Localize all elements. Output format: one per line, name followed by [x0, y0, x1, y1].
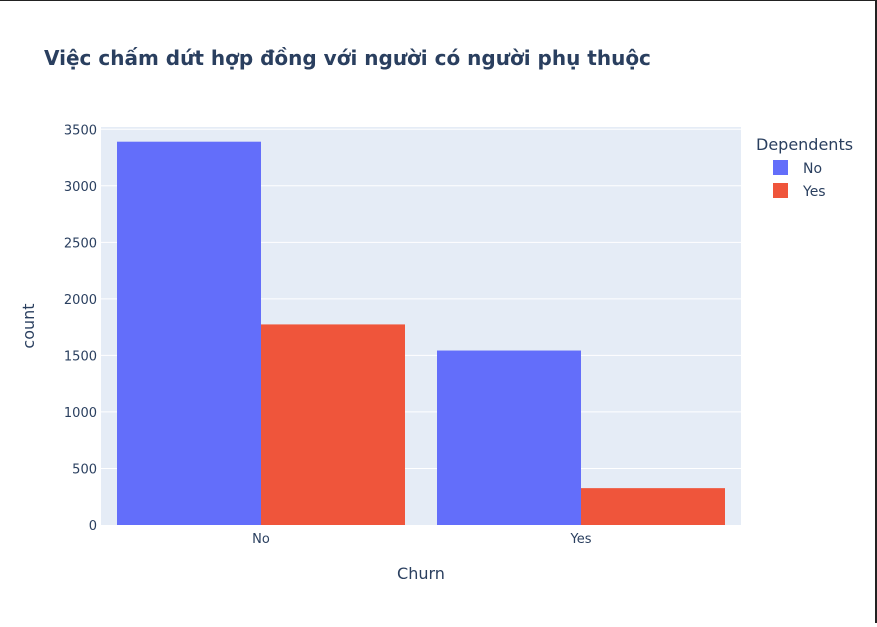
y-tick-label: 1500 [64, 349, 97, 364]
legend-item-label[interactable]: No [803, 161, 822, 177]
y-axis-label: count [19, 303, 38, 348]
legend-swatch[interactable] [773, 160, 788, 175]
bars [117, 141, 725, 526]
bar-yes-no[interactable] [437, 350, 581, 525]
legend-item-label[interactable]: Yes [802, 184, 826, 200]
legend-title: Dependents [756, 135, 853, 154]
y-tick-label: 2000 [64, 293, 97, 308]
legend-items: No Yes [773, 160, 826, 200]
y-tick-label: 3500 [64, 123, 97, 138]
bar-no-yes[interactable] [261, 324, 405, 525]
y-tick-label: 2500 [64, 236, 97, 251]
chart-title: Việc chấm dứt hợp đồng với người có ngườ… [44, 46, 651, 70]
y-tick-label: 500 [72, 462, 97, 477]
x-tick-label: No [252, 532, 270, 547]
bar-yes-yes[interactable] [581, 488, 725, 525]
y-tick-label: 3000 [64, 180, 97, 195]
x-axis-ticks: No Yes [252, 532, 592, 547]
legend-swatch[interactable] [773, 183, 788, 198]
y-tick-label: 0 [89, 519, 97, 534]
y-tick-label: 1000 [64, 406, 97, 421]
x-tick-label: Yes [570, 532, 592, 547]
x-axis-label: Churn [397, 564, 445, 583]
bar-no-no[interactable] [117, 141, 261, 526]
y-axis-ticks: 0 500 1000 1500 2000 2500 3000 3500 [64, 123, 97, 534]
legend: Dependents No Yes [756, 135, 853, 200]
